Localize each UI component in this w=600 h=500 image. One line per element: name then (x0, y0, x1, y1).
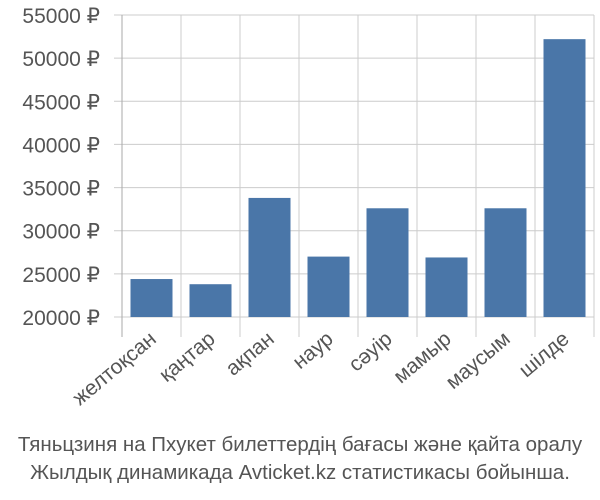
bar (484, 208, 527, 317)
y-tick-label: 45000 ₽ (22, 91, 100, 114)
y-tick-label: 35000 ₽ (22, 178, 100, 201)
bars (130, 39, 586, 317)
price-bar-chart: 20000 ₽ 25000 ₽ 30000 ₽ 35000 ₽ 40000 ₽ 45000… (22, 5, 595, 410)
chart-caption-line-1: Тяньцзиня на Пхукет билеттердің бағасы ж… (17, 433, 583, 456)
bar (189, 284, 232, 317)
chart-area: 20000 ₽ 25000 ₽ 30000 ₽ 35000 ₽ 40000 ₽ 45000… (22, 5, 595, 410)
y-tick-label: 50000 ₽ (22, 48, 100, 71)
x-tick-label: наур (288, 327, 337, 374)
chart-caption-line-2: Жылдық динамикада Avticket.kz статистика… (30, 461, 570, 484)
x-tick-label: маусым (442, 327, 515, 394)
bar (543, 39, 586, 317)
x-tick-label: қаңтар (155, 327, 220, 387)
x-tick-label: ақпан (221, 327, 278, 380)
y-tick-label: 55000 ₽ (22, 5, 100, 28)
x-tick-label: желтоқсан (68, 327, 160, 410)
y-tick-label: 20000 ₽ (22, 307, 100, 330)
y-tick-label: 40000 ₽ (22, 134, 100, 157)
x-tick-label: шілде (515, 327, 574, 382)
y-tick-label: 25000 ₽ (22, 264, 100, 287)
y-tick-labels: 20000 ₽ 25000 ₽ 30000 ₽ 35000 ₽ 40000 ₽ 45000… (22, 5, 100, 330)
bar (130, 279, 173, 317)
y-tick-label: 30000 ₽ (22, 221, 100, 244)
bar (366, 208, 409, 317)
x-tick-label: сәуір (344, 327, 396, 376)
bar (307, 256, 350, 317)
bar (248, 197, 291, 317)
bar (425, 257, 468, 317)
gridlines (114, 14, 595, 337)
